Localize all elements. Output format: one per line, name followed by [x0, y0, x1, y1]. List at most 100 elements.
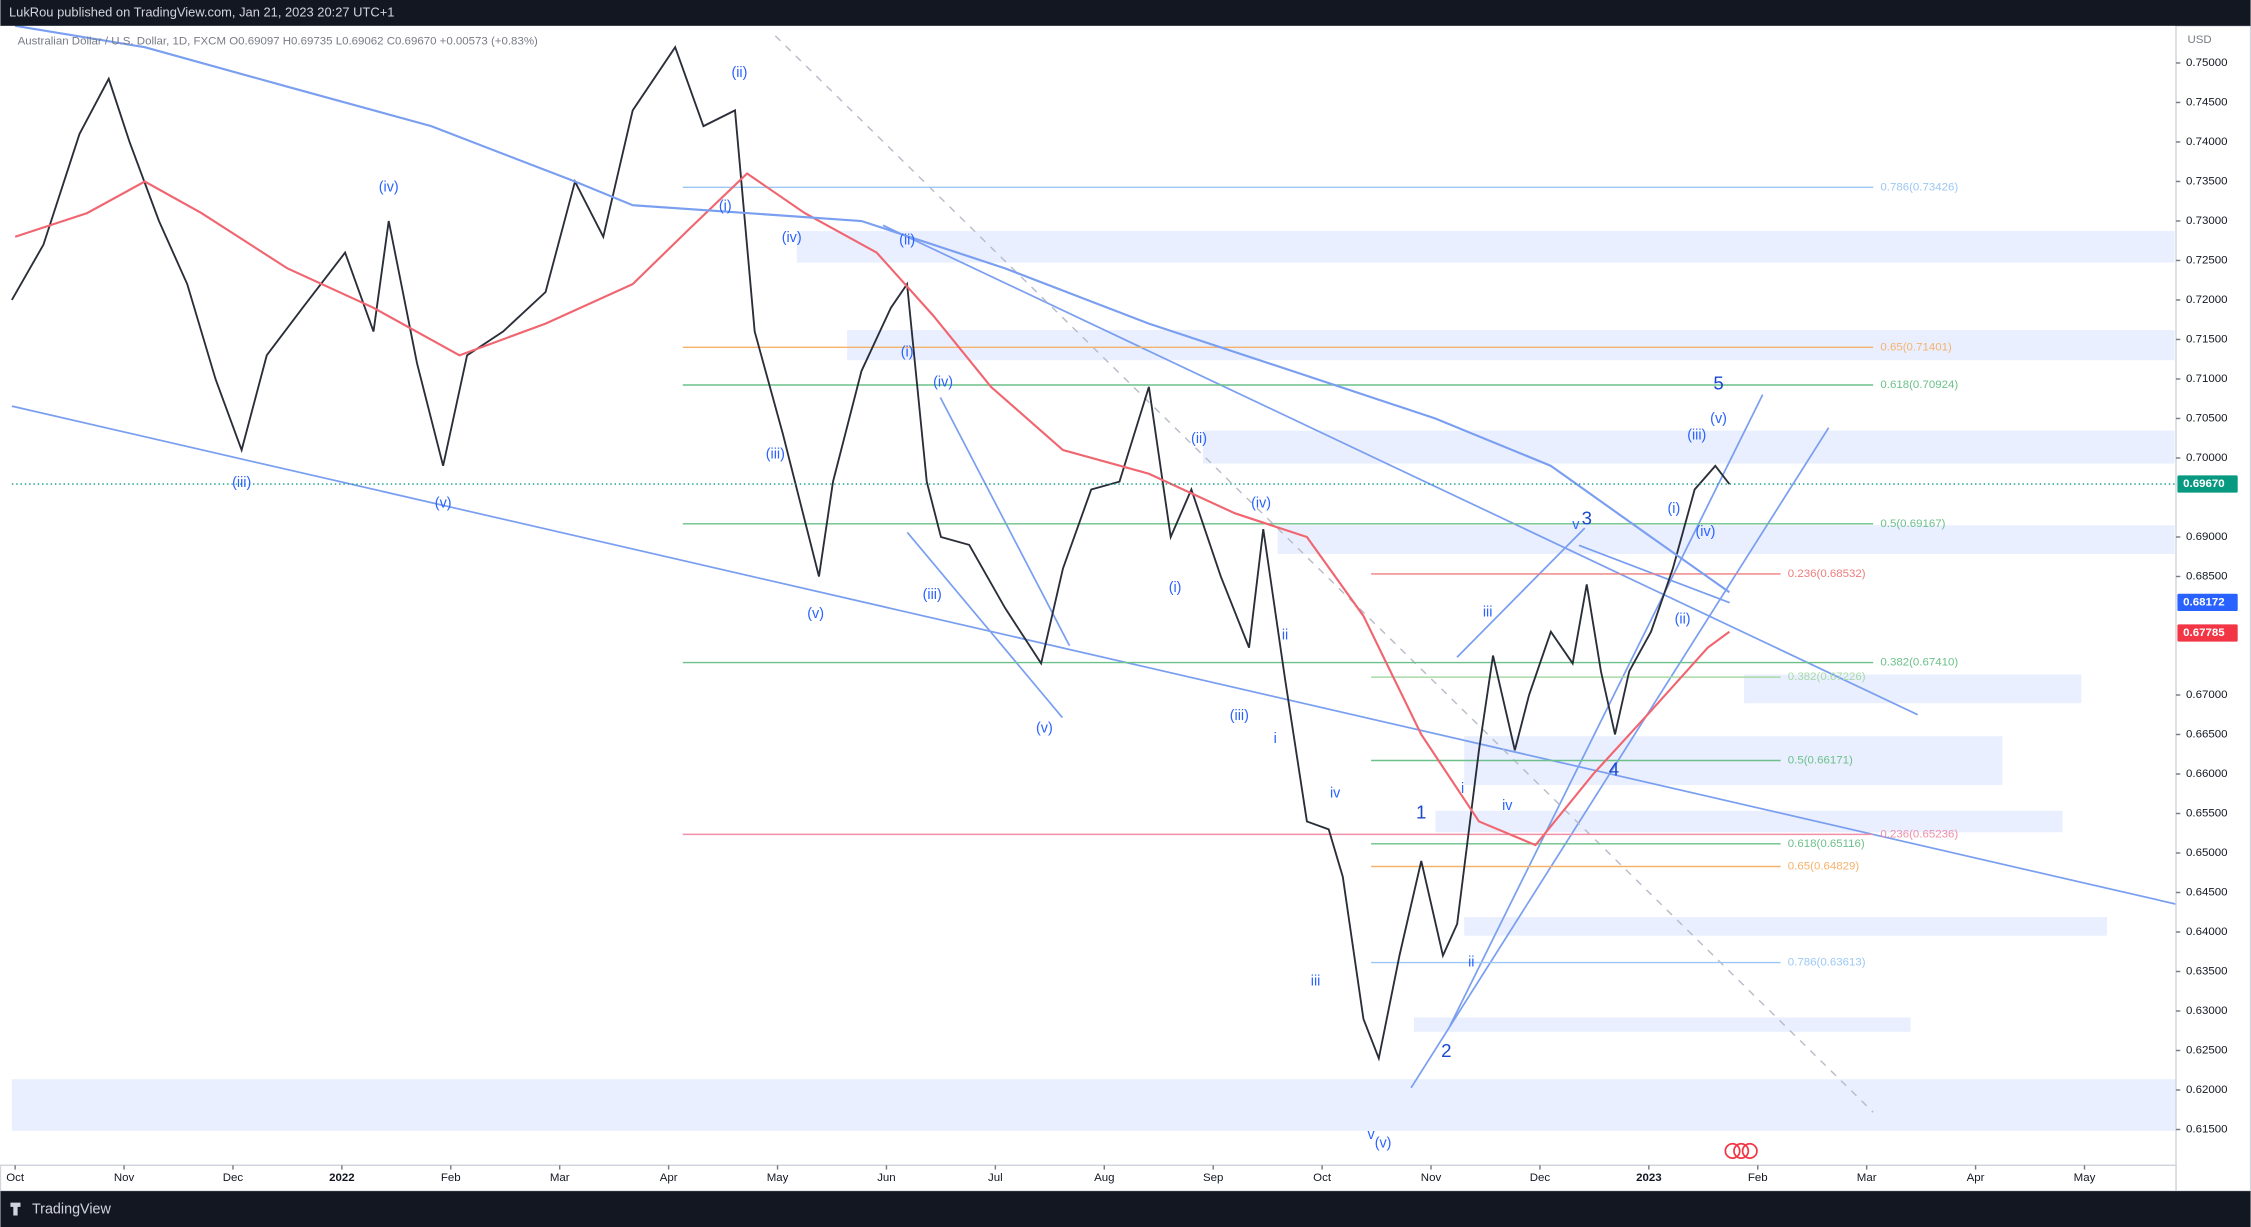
y-tick-label: 0.64000 [2186, 926, 2227, 938]
wave-label: (ii) [1191, 431, 1207, 447]
y-tick-label: 0.75000 [2186, 57, 2227, 69]
x-tick-label: Dec [223, 1172, 244, 1184]
x-tick-label: Mar [1857, 1172, 1877, 1184]
x-tick-label: Jun [877, 1172, 896, 1184]
price-badge [2177, 475, 2238, 493]
wave-label: v [1572, 517, 1580, 533]
price-badge [2177, 624, 2238, 642]
x-tick-label: Apr [1967, 1172, 1985, 1184]
y-tick-label: 0.74000 [2186, 136, 2227, 148]
event-icon [1724, 1142, 1741, 1159]
y-tick-label: 0.74500 [2186, 96, 2227, 108]
x-tick-label: Apr [660, 1172, 678, 1184]
price-badge-label: 0.68172 [2183, 596, 2224, 608]
x-tick-label: Oct [6, 1172, 25, 1184]
y-tick-label: 0.65000 [2186, 847, 2227, 859]
zone [1413, 1017, 1911, 1032]
wave-label: (iii) [232, 475, 251, 491]
wave-label: iv [1502, 798, 1513, 814]
zones [11, 231, 2176, 1131]
zone [1277, 525, 2175, 554]
event-icons [1724, 1142, 1758, 1159]
axes: 0.75000 0.74500 0.74000 0.73500 0.73000 0.725… [6, 57, 2238, 1184]
x-tick-label: Sep [1203, 1172, 1223, 1184]
wave-label: v [1368, 1127, 1376, 1143]
fib-label: 0.65(0.71401) [1880, 341, 1952, 353]
footer-bar [0, 1191, 2251, 1227]
wave-label: (i) [719, 199, 732, 215]
currency: USD [2187, 34, 2211, 46]
x-tick-label: Aug [1094, 1172, 1114, 1184]
price-line [11, 45, 1731, 1062]
fib-label: 0.65(0.64829) [1788, 861, 1860, 873]
wave-label: (ii) [1675, 612, 1691, 628]
y-tick-label: 0.67000 [2186, 689, 2227, 701]
wave-label: (i) [1668, 501, 1681, 517]
wave-label: 4 [1609, 759, 1619, 780]
trendline [1449, 394, 1764, 1027]
wave-label: (iii) [766, 447, 785, 463]
event-icon [1733, 1142, 1750, 1159]
wave-label: (i) [901, 345, 914, 361]
wave-label: (v) [1036, 721, 1053, 737]
fib-label: 0.618(0.65116) [1788, 838, 1865, 850]
wave-label: (iv) [1696, 524, 1716, 540]
y-tick-label: 0.65500 [2186, 808, 2227, 820]
wave-label: ii [1468, 955, 1474, 971]
dashed-projection [774, 35, 1874, 1113]
fib-label: 0.5(0.69167) [1880, 518, 1945, 530]
header-bar [0, 0, 2251, 26]
fib-label: 0.5(0.66171) [1788, 755, 1853, 767]
y-tick-label: 0.71000 [2186, 373, 2227, 385]
trendlines [11, 224, 2177, 1089]
wave-label: (v) [807, 606, 824, 622]
wave-label: 5 [1713, 372, 1723, 393]
y-tick-label: 0.73000 [2186, 215, 2227, 227]
y-tick-label: 0.70500 [2186, 413, 2227, 425]
fib-label: 0.618(0.70924) [1880, 379, 1958, 391]
brand-logo [10, 1202, 21, 1216]
header-text: LukRou published on TradingView.com, Jan… [9, 4, 394, 19]
zone [11, 1079, 2176, 1131]
price-badge-label: 0.69670 [2183, 478, 2224, 490]
y-tick-label: 0.71500 [2186, 334, 2227, 346]
wave-label: 2 [1441, 1040, 1451, 1061]
y-tick-label: 0.61500 [2186, 1124, 2227, 1136]
time-axis [0, 1164, 2177, 1192]
wave-label: ii [1282, 628, 1288, 644]
y-tick-label: 0.69000 [2186, 531, 2227, 543]
event-icon [1741, 1142, 1758, 1159]
x-tick-label: 2023 [1636, 1172, 1662, 1184]
wave-label: 3 [1582, 508, 1592, 529]
wave-label: iv [1330, 786, 1341, 802]
y-tick-label: 0.66000 [2186, 768, 2227, 780]
x-tick-label: May [767, 1172, 789, 1184]
y-tick-label: 0.73500 [2186, 175, 2227, 187]
wave-label: 1 [1416, 801, 1426, 822]
x-tick-label: 2022 [329, 1172, 355, 1184]
trendline [882, 224, 1919, 716]
y-tick-label: 0.72000 [2186, 294, 2227, 306]
x-tick-label: Nov [1421, 1172, 1442, 1184]
fib-label: 0.236(0.65236) [1880, 828, 1958, 840]
fib-label: 0.786(0.63613) [1788, 957, 1866, 969]
wave-label: (iv) [782, 230, 802, 246]
y-tick-label: 0.64500 [2186, 887, 2227, 899]
wave-label: i [1274, 731, 1277, 747]
trendline [1456, 527, 1586, 658]
legend-text: Australian Dollar / U.S. Dollar, 1D, FXC… [18, 36, 538, 48]
x-tick-label: Dec [1530, 1172, 1551, 1184]
wave-label: iii [1483, 605, 1493, 621]
zone [796, 231, 2175, 263]
wave-label: (iv) [1251, 496, 1271, 512]
fib-label: 0.382(0.67410) [1880, 657, 1958, 669]
y-tick-label: 0.66500 [2186, 729, 2227, 741]
trendline [11, 405, 2177, 905]
trendline [939, 397, 1071, 647]
wave-label: (iii) [1230, 708, 1249, 724]
fib-label: 0.382(0.67226) [1788, 671, 1866, 683]
fib-label: 0.786(0.73426) [1880, 181, 1958, 193]
zone [1435, 810, 2063, 833]
x-tick-label: Feb [1748, 1172, 1768, 1184]
